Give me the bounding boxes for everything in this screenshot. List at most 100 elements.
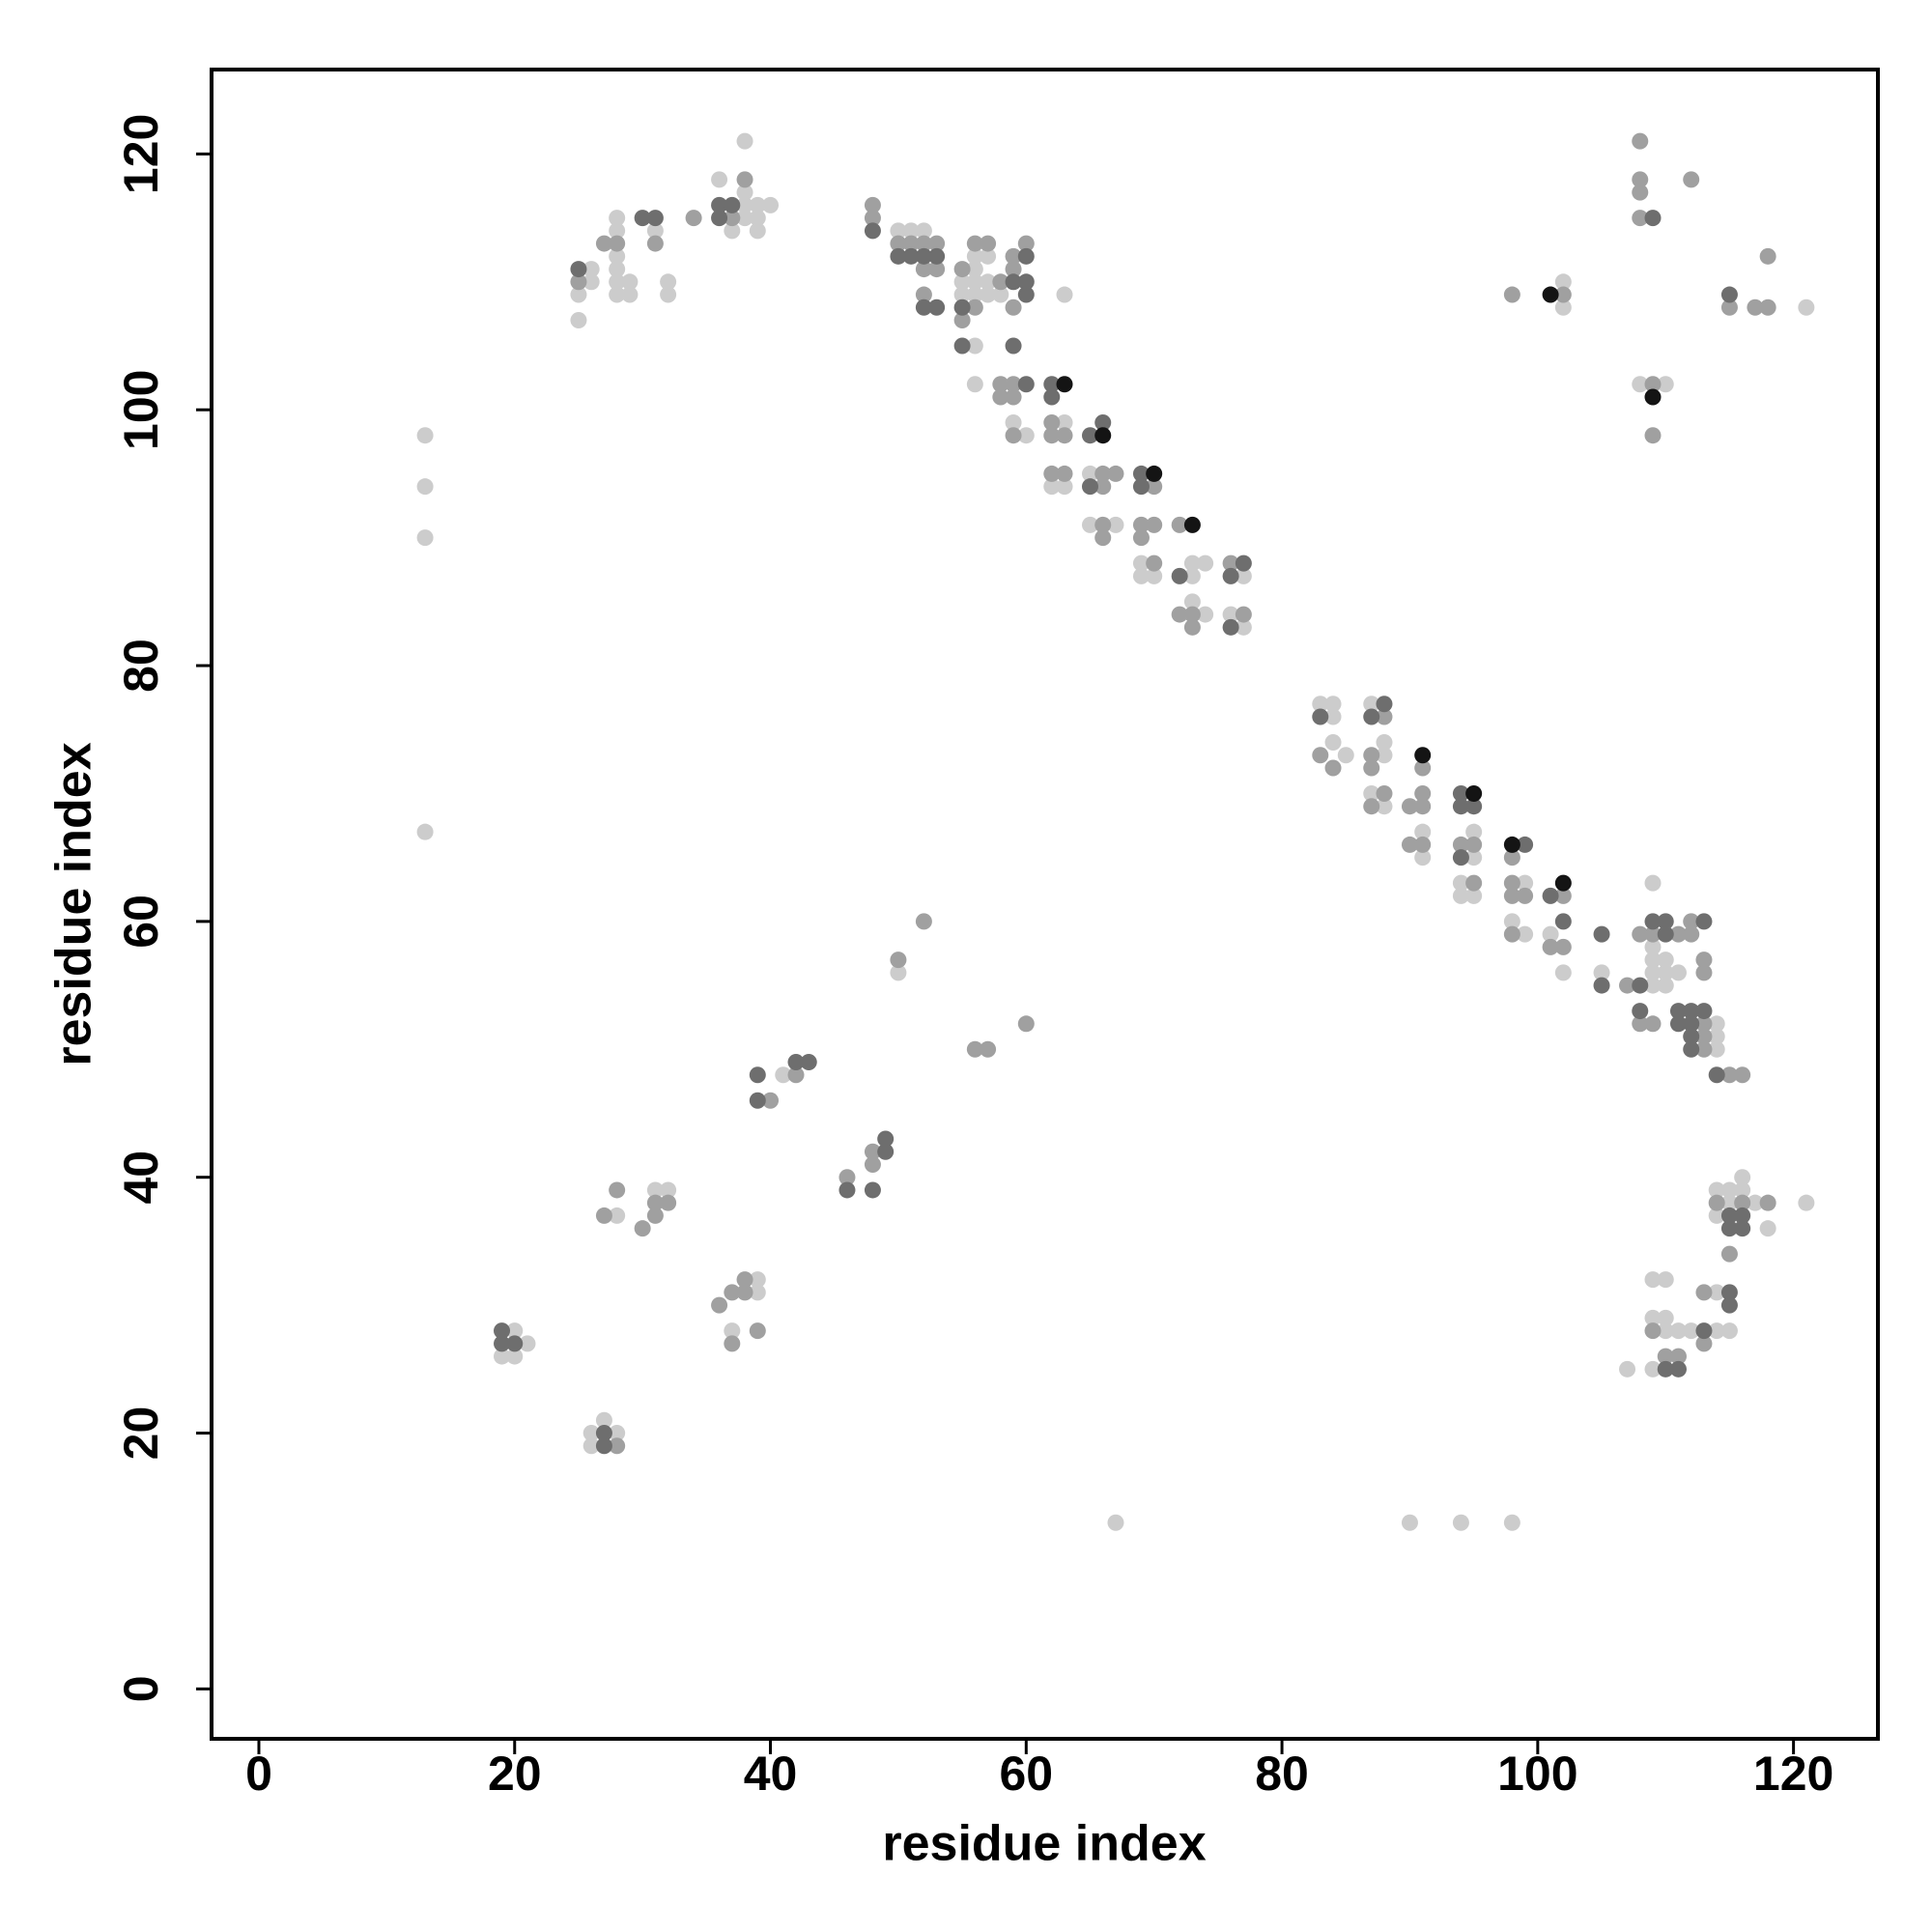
y-tick-label: 80: [114, 639, 168, 693]
contact-point: [1683, 1028, 1700, 1045]
contact-point: [1235, 554, 1252, 572]
contact-point: [1183, 516, 1201, 533]
contact-point: [621, 286, 639, 303]
contact-point: [736, 1284, 753, 1301]
contact-point: [1017, 376, 1035, 393]
contact-point: [1669, 964, 1687, 981]
contact-point: [1401, 798, 1418, 815]
contact-point: [762, 1092, 780, 1109]
contact-point: [928, 298, 946, 316]
contact-point: [1759, 1194, 1776, 1211]
contact-point: [416, 427, 434, 444]
contact-point: [953, 298, 971, 316]
contact-point: [953, 337, 971, 355]
contact-point: [1056, 376, 1073, 393]
contact-point: [582, 1437, 600, 1455]
contact-point: [1644, 977, 1662, 994]
contact-point: [1554, 938, 1572, 955]
contact-point: [1503, 1514, 1520, 1531]
contact-point: [749, 1271, 766, 1289]
contact-point: [1081, 478, 1098, 496]
contact-point: [1414, 784, 1432, 802]
contact-point: [1132, 465, 1150, 482]
contact-point: [1644, 388, 1662, 406]
contact-point: [915, 913, 932, 930]
contact-point: [1554, 913, 1572, 930]
contact-point: [1005, 261, 1022, 278]
contact-point: [1056, 286, 1073, 303]
contact-point: [1720, 1296, 1738, 1314]
contact-point: [1376, 696, 1393, 713]
contact-point: [1720, 1245, 1738, 1263]
contact-point: [1554, 964, 1572, 981]
contact-point: [1146, 516, 1163, 533]
contact-point: [570, 286, 587, 303]
contact-point: [1452, 798, 1469, 815]
contact-point: [1657, 977, 1674, 994]
contact-point: [1171, 567, 1188, 584]
contact-point: [1695, 913, 1713, 930]
contact-point: [1324, 733, 1342, 751]
contact-point: [1043, 388, 1061, 406]
contact-point: [1081, 516, 1098, 533]
contact-point: [1554, 273, 1572, 291]
contact-point: [1542, 938, 1559, 955]
contact-point: [1363, 759, 1380, 777]
contact-point: [928, 247, 946, 265]
contact-point: [1132, 516, 1150, 533]
contact-point: [992, 286, 1009, 303]
contact-point: [1708, 1194, 1725, 1211]
contact-point: [1517, 874, 1534, 892]
contact-point: [1312, 708, 1329, 725]
contact-point: [1708, 1040, 1725, 1058]
contact-point: [519, 1335, 536, 1352]
contact-point: [1414, 747, 1432, 764]
contact-point: [1632, 210, 1649, 227]
contact-point: [1312, 696, 1329, 713]
contact-point: [787, 1066, 805, 1084]
y-tick-label: 40: [114, 1151, 168, 1205]
contact-point: [1708, 1015, 1725, 1033]
contact-point: [1734, 1207, 1751, 1224]
contact-point: [1465, 798, 1483, 815]
contact-point: [1094, 529, 1112, 547]
contact-point: [1056, 427, 1073, 444]
contact-point: [1695, 964, 1713, 981]
contact-point: [1619, 977, 1636, 994]
y-tick-label: 120: [114, 114, 168, 194]
contact-point: [1720, 1066, 1738, 1084]
contact-point: [1056, 465, 1073, 482]
contact-point: [1669, 1348, 1687, 1365]
contact-point: [1183, 593, 1201, 611]
contact-point: [1632, 376, 1649, 393]
contact-point: [953, 312, 971, 329]
contact-point: [1632, 171, 1649, 188]
contact-point: [915, 298, 932, 316]
contact-point: [506, 1348, 524, 1365]
contact-point: [1708, 1181, 1725, 1199]
contact-point: [1720, 286, 1738, 303]
contact-point: [1644, 376, 1662, 393]
contact-point: [1798, 298, 1815, 316]
contact-point: [711, 196, 728, 213]
contact-point: [1632, 132, 1649, 150]
contact-point: [1376, 747, 1393, 764]
contact-point: [1146, 465, 1163, 482]
y-tick-label: 0: [114, 1675, 168, 1702]
contact-point: [1414, 849, 1432, 867]
contact-point: [1644, 964, 1662, 981]
contact-point: [1094, 465, 1112, 482]
contact-point: [1465, 874, 1483, 892]
contact-point: [660, 286, 677, 303]
contact-point: [864, 222, 881, 240]
contact-point: [1720, 298, 1738, 316]
x-tick-label: 120: [1753, 1747, 1833, 1801]
contact-point: [685, 210, 702, 227]
contact-point: [966, 1040, 983, 1058]
contact-point: [864, 1143, 881, 1160]
contact-point: [1669, 1015, 1687, 1033]
contact-point: [711, 171, 728, 188]
contact-point: [1657, 376, 1674, 393]
contact-point: [928, 261, 946, 278]
contact-point: [1708, 1322, 1725, 1340]
